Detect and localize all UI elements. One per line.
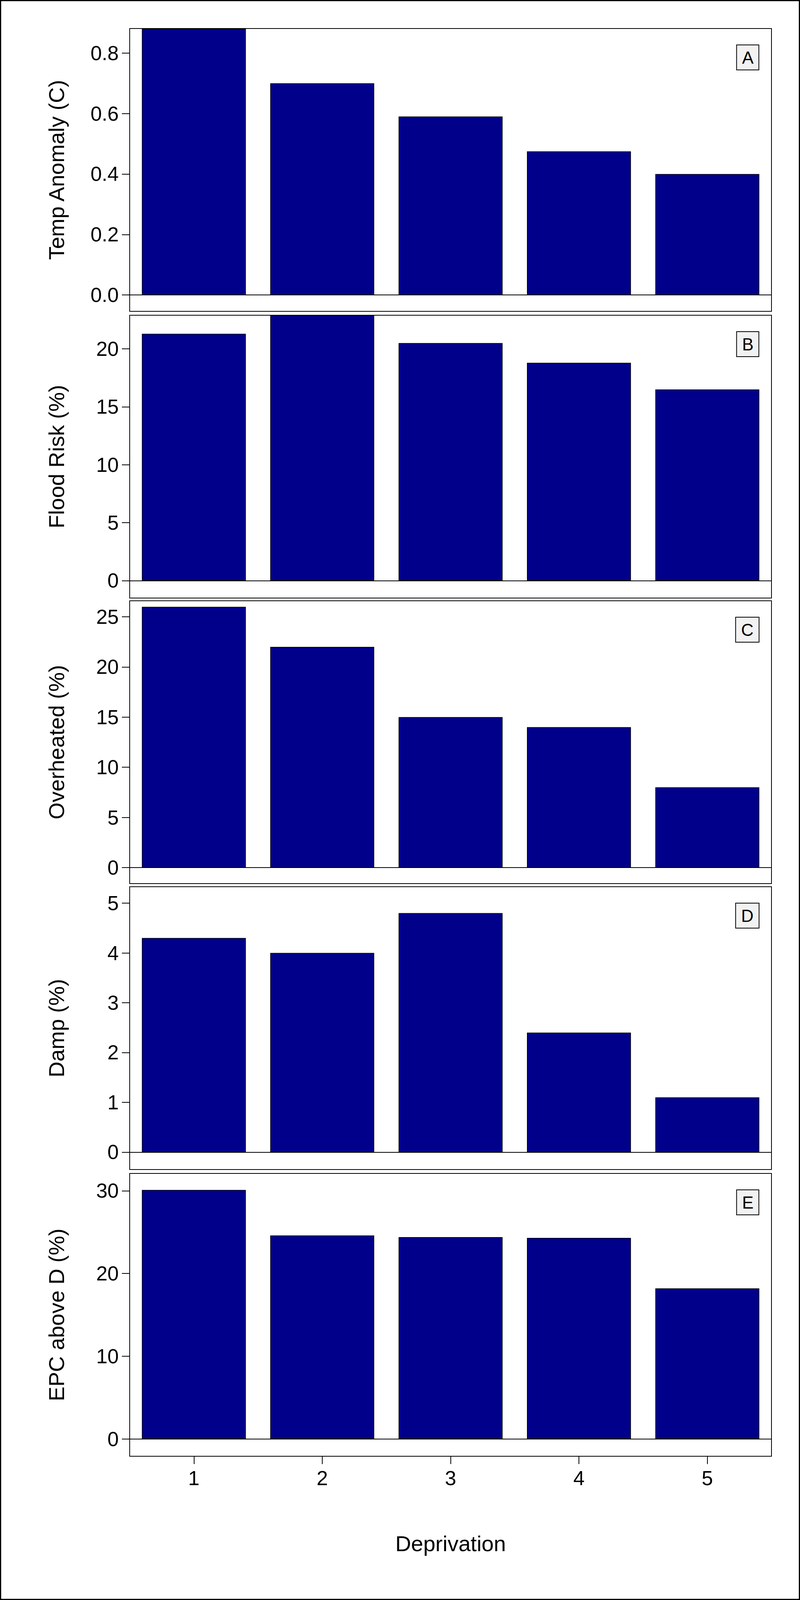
svg-text:5: 5 bbox=[701, 1466, 713, 1490]
svg-text:0.2: 0.2 bbox=[90, 223, 119, 246]
svg-text:Deprivation: Deprivation bbox=[395, 1531, 506, 1556]
svg-text:10: 10 bbox=[96, 1344, 119, 1368]
svg-text:0: 0 bbox=[107, 1140, 119, 1164]
svg-text:0: 0 bbox=[107, 856, 119, 879]
svg-text:5: 5 bbox=[107, 806, 119, 829]
svg-text:B: B bbox=[742, 334, 754, 354]
svg-text:4: 4 bbox=[107, 941, 119, 965]
svg-text:1: 1 bbox=[188, 1466, 200, 1490]
svg-text:3: 3 bbox=[444, 1466, 457, 1490]
svg-text:15: 15 bbox=[96, 395, 119, 418]
svg-text:C: C bbox=[741, 620, 754, 640]
svg-text:10: 10 bbox=[96, 755, 119, 779]
svg-text:0.4: 0.4 bbox=[90, 162, 119, 186]
svg-text:2: 2 bbox=[107, 1041, 119, 1064]
svg-text:0: 0 bbox=[107, 1427, 119, 1451]
svg-text:10: 10 bbox=[96, 453, 119, 477]
svg-text:1: 1 bbox=[107, 1091, 119, 1114]
svg-text:0: 0 bbox=[107, 569, 119, 592]
svg-text:A: A bbox=[742, 48, 754, 68]
svg-text:D: D bbox=[741, 906, 754, 926]
svg-text:E: E bbox=[742, 1192, 754, 1213]
svg-text:Damp (%): Damp (%) bbox=[44, 978, 69, 1078]
svg-text:3: 3 bbox=[107, 991, 119, 1015]
svg-text:0.0: 0.0 bbox=[90, 283, 119, 307]
svg-text:EPC above D (%): EPC above D (%) bbox=[44, 1228, 69, 1402]
svg-text:20: 20 bbox=[96, 337, 119, 361]
svg-text:5: 5 bbox=[107, 511, 119, 534]
svg-text:20: 20 bbox=[96, 1262, 119, 1285]
svg-text:0.6: 0.6 bbox=[90, 102, 119, 125]
svg-text:Temp Anomaly (C): Temp Anomaly (C) bbox=[44, 80, 69, 261]
svg-text:5: 5 bbox=[107, 891, 119, 915]
svg-text:4: 4 bbox=[573, 1466, 585, 1490]
svg-text:20: 20 bbox=[96, 655, 119, 679]
svg-text:Overheated (%): Overheated (%) bbox=[44, 664, 69, 820]
svg-text:2: 2 bbox=[316, 1466, 328, 1490]
svg-text:15: 15 bbox=[96, 705, 119, 729]
svg-text:30: 30 bbox=[96, 1179, 119, 1202]
svg-text:25: 25 bbox=[96, 605, 119, 629]
svg-text:Flood Risk (%): Flood Risk (%) bbox=[44, 384, 69, 529]
svg-text:0.8: 0.8 bbox=[90, 41, 119, 65]
